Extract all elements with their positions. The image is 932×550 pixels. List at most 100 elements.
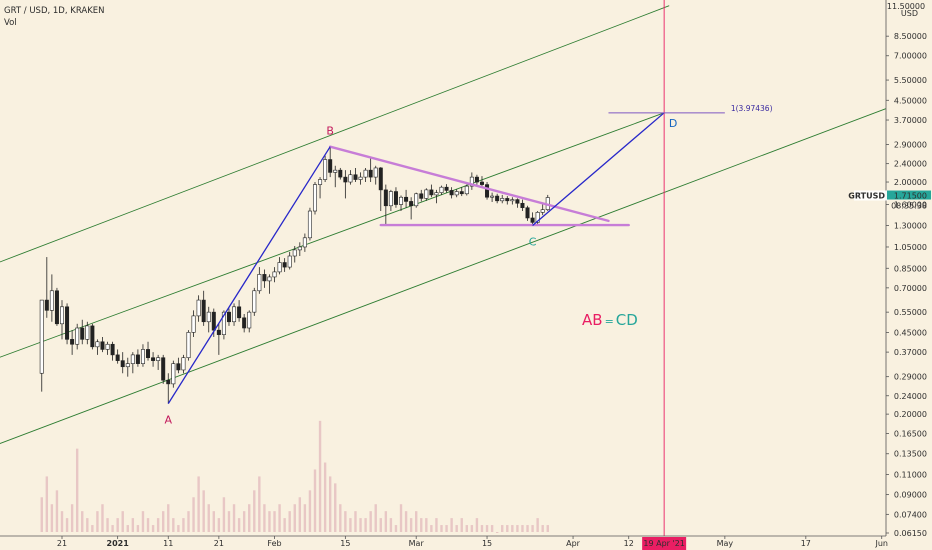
candle [545,194,550,212]
candle [181,354,186,374]
volume-bar [420,518,423,532]
candle [161,354,166,384]
volume-bar [75,448,79,532]
x-tick-label: Mar [409,539,425,548]
y-tick-label: 0.16500 [894,430,927,439]
volume-bar [187,511,190,532]
candle-body [490,195,495,198]
volume-bar [111,525,114,532]
symbol-title[interactable]: GRT / USD, 1D, KRAKEN [4,6,105,16]
chart-header: GRT / USD, 1D, KRAKEN Vol [4,5,105,29]
price-tag-countdown: 08:35:38 [891,202,927,211]
y-tick-label: 8.50000 [894,32,927,41]
candle [500,194,505,204]
candle-body [383,189,388,207]
volume-bar [298,497,302,532]
candle-body [247,311,252,329]
volume-bar [435,518,438,532]
abcd-formula: AB = CD [582,311,638,329]
date-tag-label: 19 Apr '21 [643,539,684,548]
candle-body [282,262,287,268]
volume-bar [465,525,468,532]
y-tick-label: 0.29000 [894,373,927,382]
volume-bar [506,525,509,532]
volume-bar [531,525,534,532]
price-tag-symbol: GRTUSD [848,192,885,201]
candle [449,187,454,199]
candle-body [424,189,429,199]
candle [409,197,414,220]
candle-body [59,306,64,325]
candle [434,189,439,204]
y-tick-label: 0.09000 [894,491,927,500]
channel-line[interactable] [0,112,665,372]
candle [414,192,419,208]
volume-bar [217,518,221,532]
candle-body [65,306,70,340]
volume-bar [202,490,205,532]
price-tag-box [887,190,931,200]
candle-body [257,274,262,292]
candle [110,341,115,361]
candle-body [267,276,272,282]
candle [439,185,444,195]
candle [358,172,363,185]
candle-body [191,315,196,333]
volume-bar [162,511,165,532]
abcd-leg[interactable] [167,146,331,404]
volume-bar [339,504,342,532]
volume-bar [91,525,94,532]
candle [277,257,282,275]
candle [242,314,247,333]
candle-body [161,357,166,381]
volume-bar [460,518,463,532]
candle [171,360,176,388]
candle-body [358,176,363,180]
y-tick-label: 0.24000 [894,392,927,401]
volume-bar [344,511,347,532]
price-tag-value: 1.71500 [894,192,927,201]
candle-body [232,306,237,323]
candle [196,295,201,322]
candle-body [221,311,226,335]
candle [419,189,424,202]
x-tick-label: 11 [163,539,173,548]
candle [490,192,495,203]
volume-bar [151,525,155,532]
candle [287,251,292,270]
candle-body [120,360,125,368]
volume-bar [182,518,185,532]
volume-bar [222,497,226,532]
target-label: 1(3.97436) [731,104,773,113]
candle [505,196,510,205]
volume-bar [516,525,519,532]
volume-bar [318,420,322,532]
volume-bar [177,525,180,532]
candle-body [449,190,454,196]
candle [252,287,257,316]
candle-body [333,169,338,173]
candle [105,341,110,355]
candle [323,155,328,183]
candle [176,357,181,374]
candle [363,167,368,183]
candle [307,207,312,241]
channel-line[interactable] [0,103,902,459]
x-tick-label: 21 [57,539,67,548]
time-axis[interactable]: 21 2021 11 21 Feb 15 Mar 15 Apr 12 May 17 Jun 19 Apr … [0,535,932,550]
candle-body [100,341,105,350]
candle [515,198,520,208]
candle [257,267,262,294]
volume-bar [409,518,413,532]
triangle-line[interactable] [328,145,610,223]
point-label-c: C [529,235,537,248]
candle-body [75,327,80,345]
abcd-leg[interactable] [532,112,665,226]
candle [368,157,373,183]
candle-body [419,193,424,199]
y-tick-label: 7.00000 [894,52,927,61]
channel-line[interactable] [0,5,670,277]
